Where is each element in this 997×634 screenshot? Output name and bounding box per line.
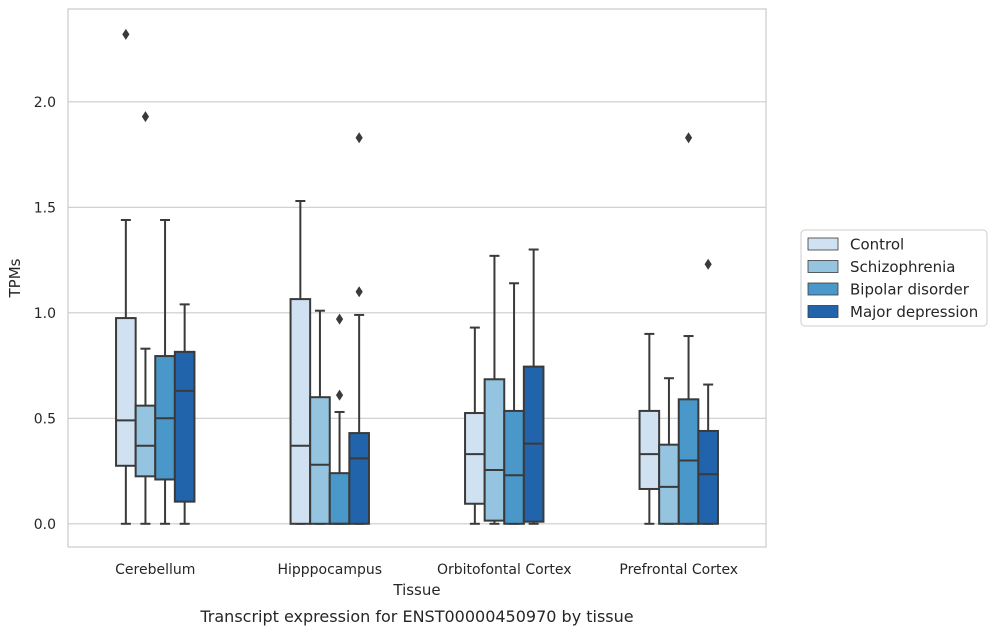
box-schizophrenia	[483, 254, 506, 525]
outlier-point	[141, 111, 150, 123]
box-control	[638, 332, 661, 525]
legend-frame	[800, 229, 988, 327]
box-control	[464, 326, 486, 525]
box-bipolar-disorder	[503, 282, 525, 525]
x-axis-label: Tissue	[392, 581, 440, 599]
x-tick-labels: Cerebellum Hipppocampus Orbitofontal Corte…	[115, 562, 738, 578]
plot-frame	[67, 8, 767, 548]
outlier-point	[122, 28, 130, 40]
x-tick-label: Prefrontal Cortex	[619, 562, 738, 578]
box-schizophrenia	[309, 309, 331, 525]
box-iqr	[697, 429, 719, 525]
legend-label: Bipolar disorder	[850, 281, 970, 299]
legend-label: Schizophrenia	[850, 258, 955, 276]
legend-swatch	[807, 237, 839, 251]
outlier-point	[335, 313, 344, 325]
box-major-depression	[697, 258, 719, 525]
y-tick-label: 0.5	[34, 411, 56, 427]
box-schizophrenia	[658, 377, 680, 525]
box-bipolar-disorder	[328, 313, 351, 525]
box-major-depression	[522, 248, 545, 525]
box-iqr	[328, 472, 351, 525]
y-tick-label: 0.0	[34, 517, 56, 533]
box-iqr	[348, 432, 370, 525]
box-control	[289, 199, 312, 525]
outlier-point	[684, 132, 693, 144]
box-iqr	[677, 398, 700, 525]
legend-swatch	[807, 305, 839, 318]
box-iqr	[638, 409, 661, 490]
box-major-depression	[173, 303, 196, 525]
figure-caption: Transcript expression for ENST0000045097…	[199, 607, 633, 626]
y-tick-labels: 0.0 0.5 1.0 1.5 2.0	[34, 95, 56, 533]
legend-label: Major depression	[850, 303, 978, 321]
legend-label: Control	[850, 236, 904, 254]
box-iqr	[464, 412, 486, 505]
x-tick-label: Cerebellum	[115, 562, 195, 578]
outlier-point	[704, 258, 712, 270]
outlier-point	[355, 286, 363, 298]
box-bipolar-disorder	[154, 218, 176, 525]
box-iqr	[309, 396, 331, 525]
y-tick-label: 1.0	[34, 306, 56, 322]
box-iqr	[173, 350, 196, 503]
box-iqr	[503, 409, 525, 525]
legend-swatch	[807, 260, 839, 273]
box-bipolar-disorder	[677, 132, 700, 525]
x-tick-label: Orbitofontal Cortex	[437, 562, 572, 578]
box-major-depression	[348, 132, 370, 525]
outlier-point	[355, 132, 363, 144]
y-tick-label: 2.0	[34, 95, 56, 111]
legend-swatch	[807, 282, 839, 296]
x-tick-label: Hipppocampus	[277, 562, 382, 578]
box-control	[115, 28, 137, 525]
box-schizophrenia	[134, 111, 157, 525]
box-iqr	[115, 317, 137, 467]
box-iqr	[134, 404, 157, 478]
y-axis-label: TPMs	[6, 258, 24, 298]
box-iqr	[658, 443, 680, 525]
y-tick-label: 1.5	[34, 200, 56, 216]
box-iqr	[483, 378, 506, 522]
outlier-point	[335, 389, 344, 401]
legend: Control Schizophrenia Bipolar disorder Majo…	[800, 229, 988, 327]
box-iqr	[289, 298, 312, 525]
boxes	[115, 28, 719, 525]
